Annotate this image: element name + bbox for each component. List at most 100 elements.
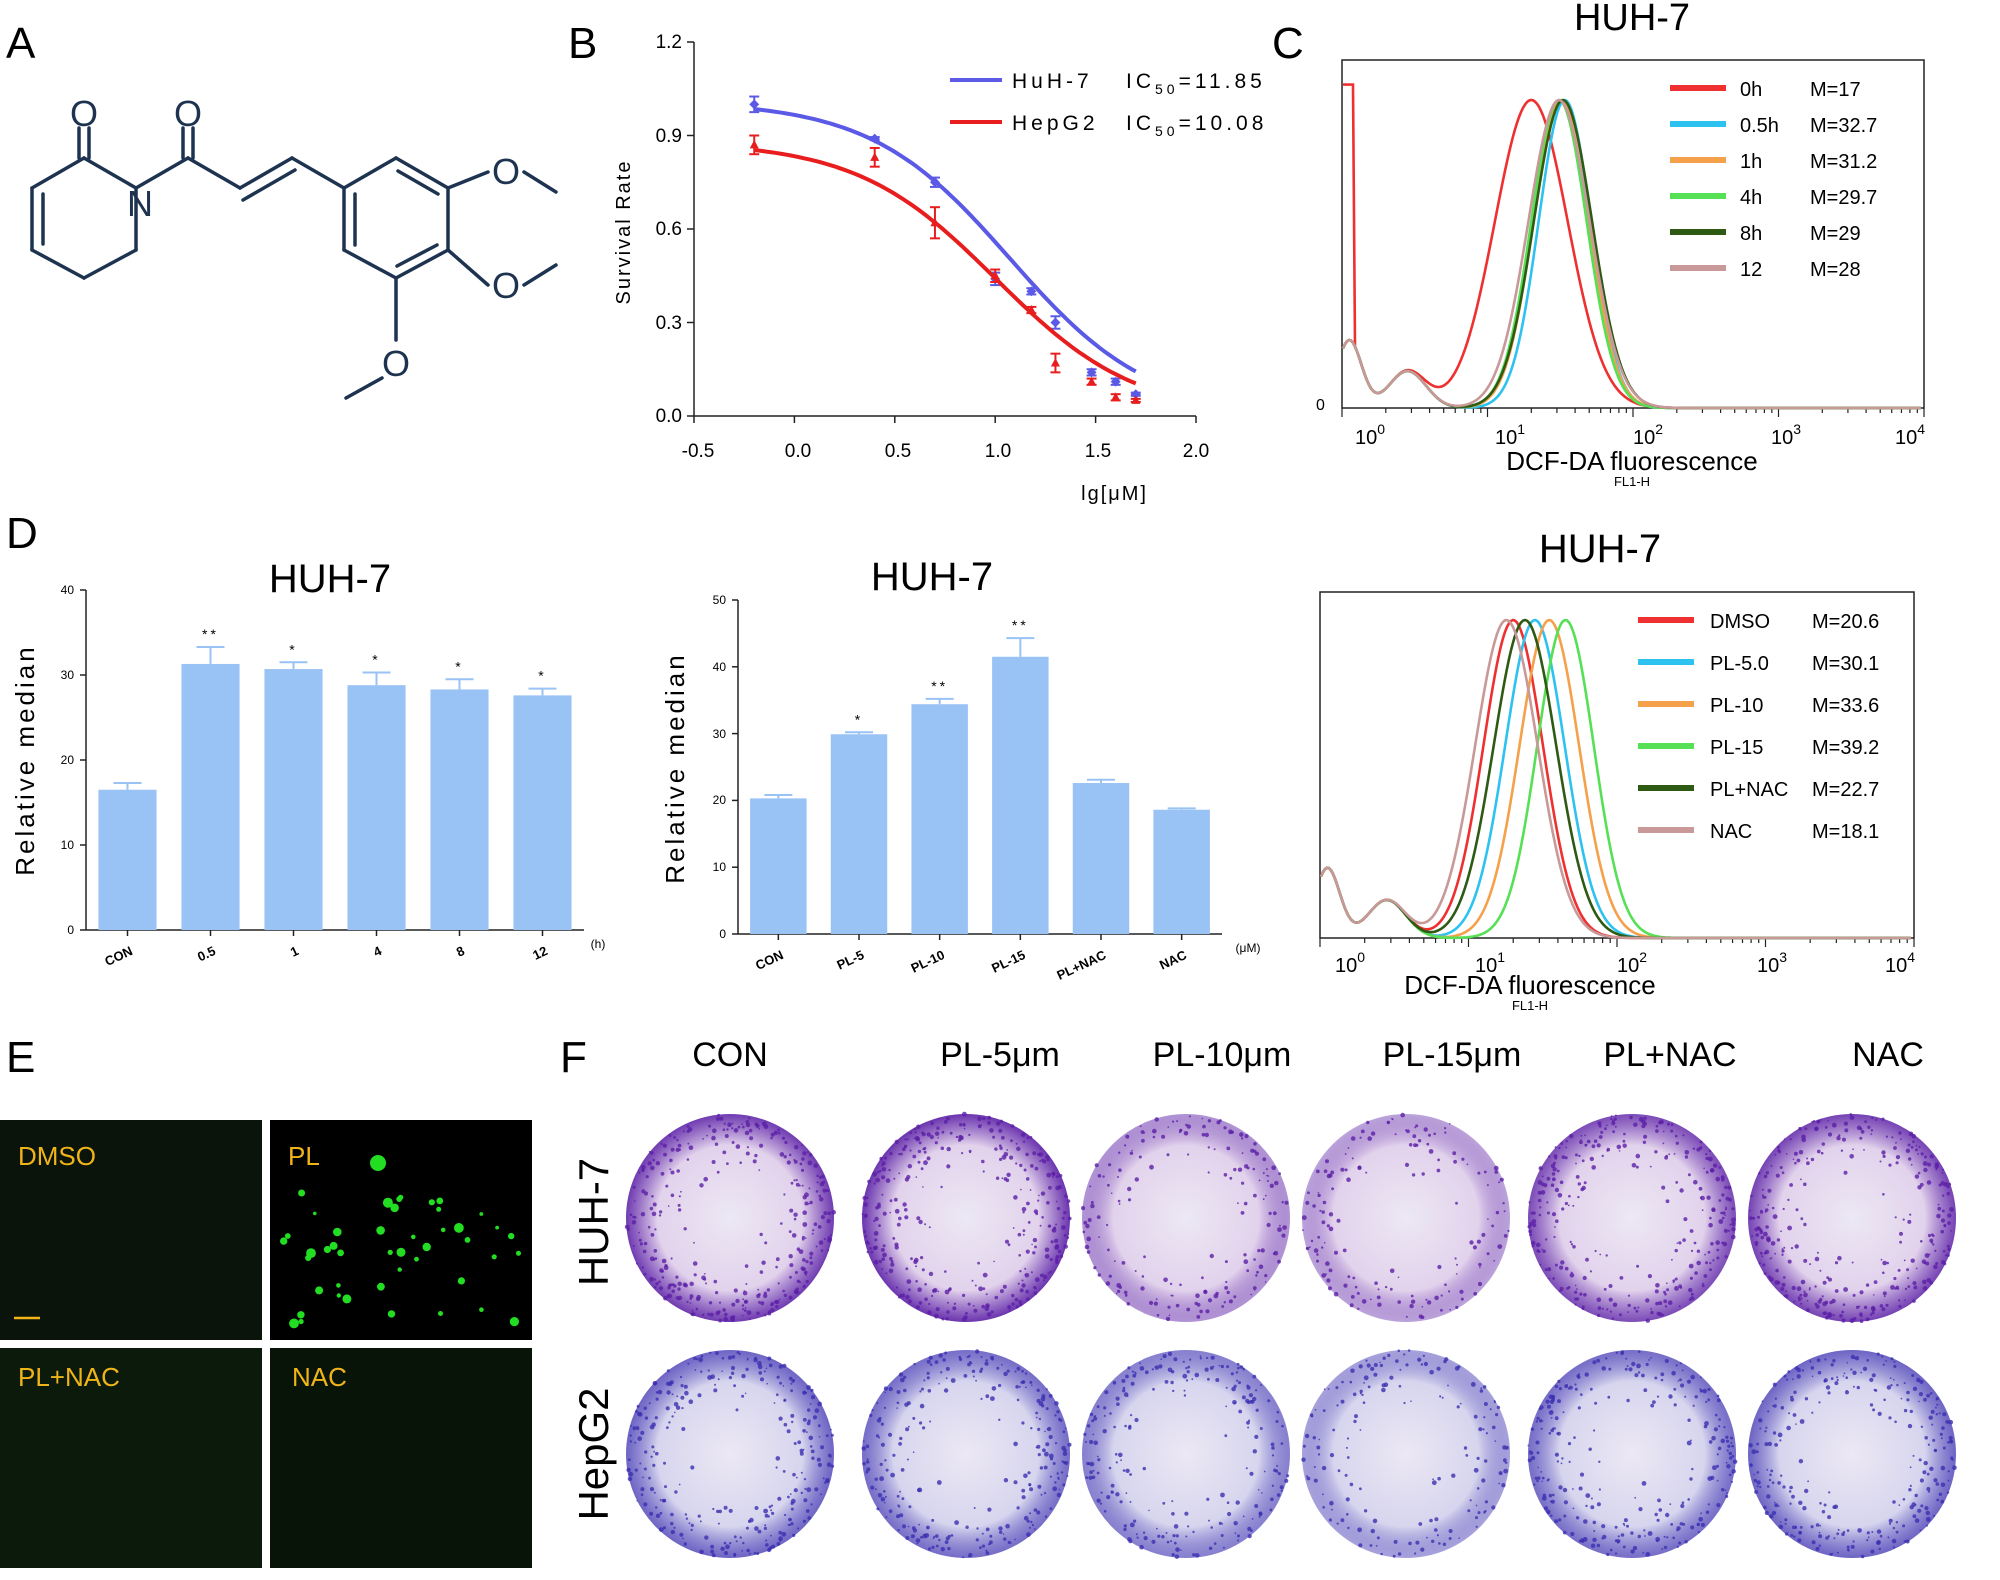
colony [1690, 1374, 1695, 1380]
colony [1172, 1389, 1175, 1393]
colony [643, 1273, 646, 1276]
colony [1503, 1210, 1506, 1213]
colony [1662, 1130, 1665, 1133]
colony [1875, 1118, 1878, 1121]
colony [1666, 1288, 1670, 1292]
colony [1502, 1445, 1507, 1450]
colony [638, 1171, 641, 1174]
colony [1871, 1531, 1874, 1533]
colony [1085, 1476, 1089, 1479]
colony [1194, 1553, 1200, 1558]
colony [1927, 1490, 1931, 1493]
colony [974, 1284, 977, 1287]
colony [747, 1519, 752, 1523]
colony [1284, 1200, 1289, 1205]
colony [877, 1493, 883, 1498]
colony [1638, 1350, 1641, 1353]
colony [1018, 1300, 1022, 1304]
colony [820, 1215, 826, 1220]
gfp-cell [508, 1232, 515, 1240]
colony [1121, 1378, 1126, 1383]
colony [1011, 1302, 1015, 1306]
colony [754, 1526, 759, 1531]
colony [1035, 1416, 1038, 1419]
colony [1036, 1510, 1041, 1515]
colony [827, 1236, 831, 1240]
colony [763, 1370, 766, 1373]
colony [1280, 1442, 1284, 1445]
colony [1483, 1416, 1486, 1419]
colony [827, 1211, 832, 1215]
colony [899, 1436, 903, 1441]
colony [1700, 1512, 1702, 1515]
colony [1189, 1358, 1192, 1361]
colony [982, 1117, 986, 1121]
colony [1554, 1187, 1560, 1193]
colony [904, 1138, 907, 1141]
bar [911, 704, 968, 934]
colony [799, 1448, 804, 1453]
colony [1911, 1374, 1915, 1377]
colony [663, 1152, 667, 1157]
colony [870, 1250, 874, 1254]
colony [1845, 1390, 1849, 1395]
colony [1034, 1286, 1037, 1290]
colony [1207, 1171, 1210, 1174]
colony [1272, 1252, 1276, 1255]
colony [1054, 1414, 1057, 1417]
colony [1783, 1276, 1786, 1279]
colony [1224, 1260, 1228, 1264]
colony [968, 1354, 971, 1358]
colony [1550, 1514, 1553, 1517]
colony [1530, 1427, 1535, 1431]
colony [748, 1117, 751, 1120]
colony [1851, 1261, 1854, 1264]
colony [627, 1476, 633, 1482]
colony [1787, 1370, 1791, 1374]
chart-c2-ticks [1319, 938, 1915, 947]
colony [1027, 1471, 1031, 1475]
colony [1725, 1196, 1730, 1201]
colony [1302, 1444, 1306, 1448]
colony [1575, 1297, 1580, 1301]
colony [1758, 1262, 1761, 1265]
colony [1284, 1478, 1289, 1483]
gfp-cell [440, 1227, 446, 1233]
colony [1818, 1531, 1821, 1534]
colony [1321, 1465, 1327, 1471]
colony [1259, 1427, 1263, 1430]
colony [1039, 1466, 1044, 1470]
colony [1724, 1255, 1728, 1259]
colony [661, 1276, 665, 1279]
colony [1796, 1158, 1801, 1163]
colony [1125, 1468, 1130, 1474]
colony [912, 1416, 916, 1420]
colony [807, 1516, 812, 1520]
colony [1883, 1295, 1886, 1298]
colony [1021, 1421, 1025, 1425]
colony [1677, 1380, 1680, 1382]
colony [896, 1407, 898, 1409]
colony [979, 1369, 983, 1373]
colony [1632, 1545, 1638, 1551]
colony [1581, 1159, 1585, 1163]
colony [1603, 1287, 1607, 1291]
colony [1058, 1488, 1061, 1491]
colony [653, 1450, 655, 1453]
colony [803, 1478, 807, 1481]
colony [1029, 1189, 1032, 1191]
colony [1149, 1164, 1154, 1170]
colony [1578, 1539, 1582, 1543]
colony [1606, 1308, 1609, 1311]
colony [1796, 1374, 1801, 1379]
colony [1067, 1216, 1072, 1221]
tick-exp: 1 [1497, 949, 1505, 965]
colony [658, 1214, 662, 1217]
colony [1232, 1400, 1237, 1405]
colony [1536, 1451, 1540, 1455]
colony [639, 1242, 644, 1246]
colony [1129, 1522, 1135, 1528]
colony [1153, 1301, 1158, 1306]
colony [804, 1487, 807, 1490]
colony [1246, 1269, 1250, 1273]
